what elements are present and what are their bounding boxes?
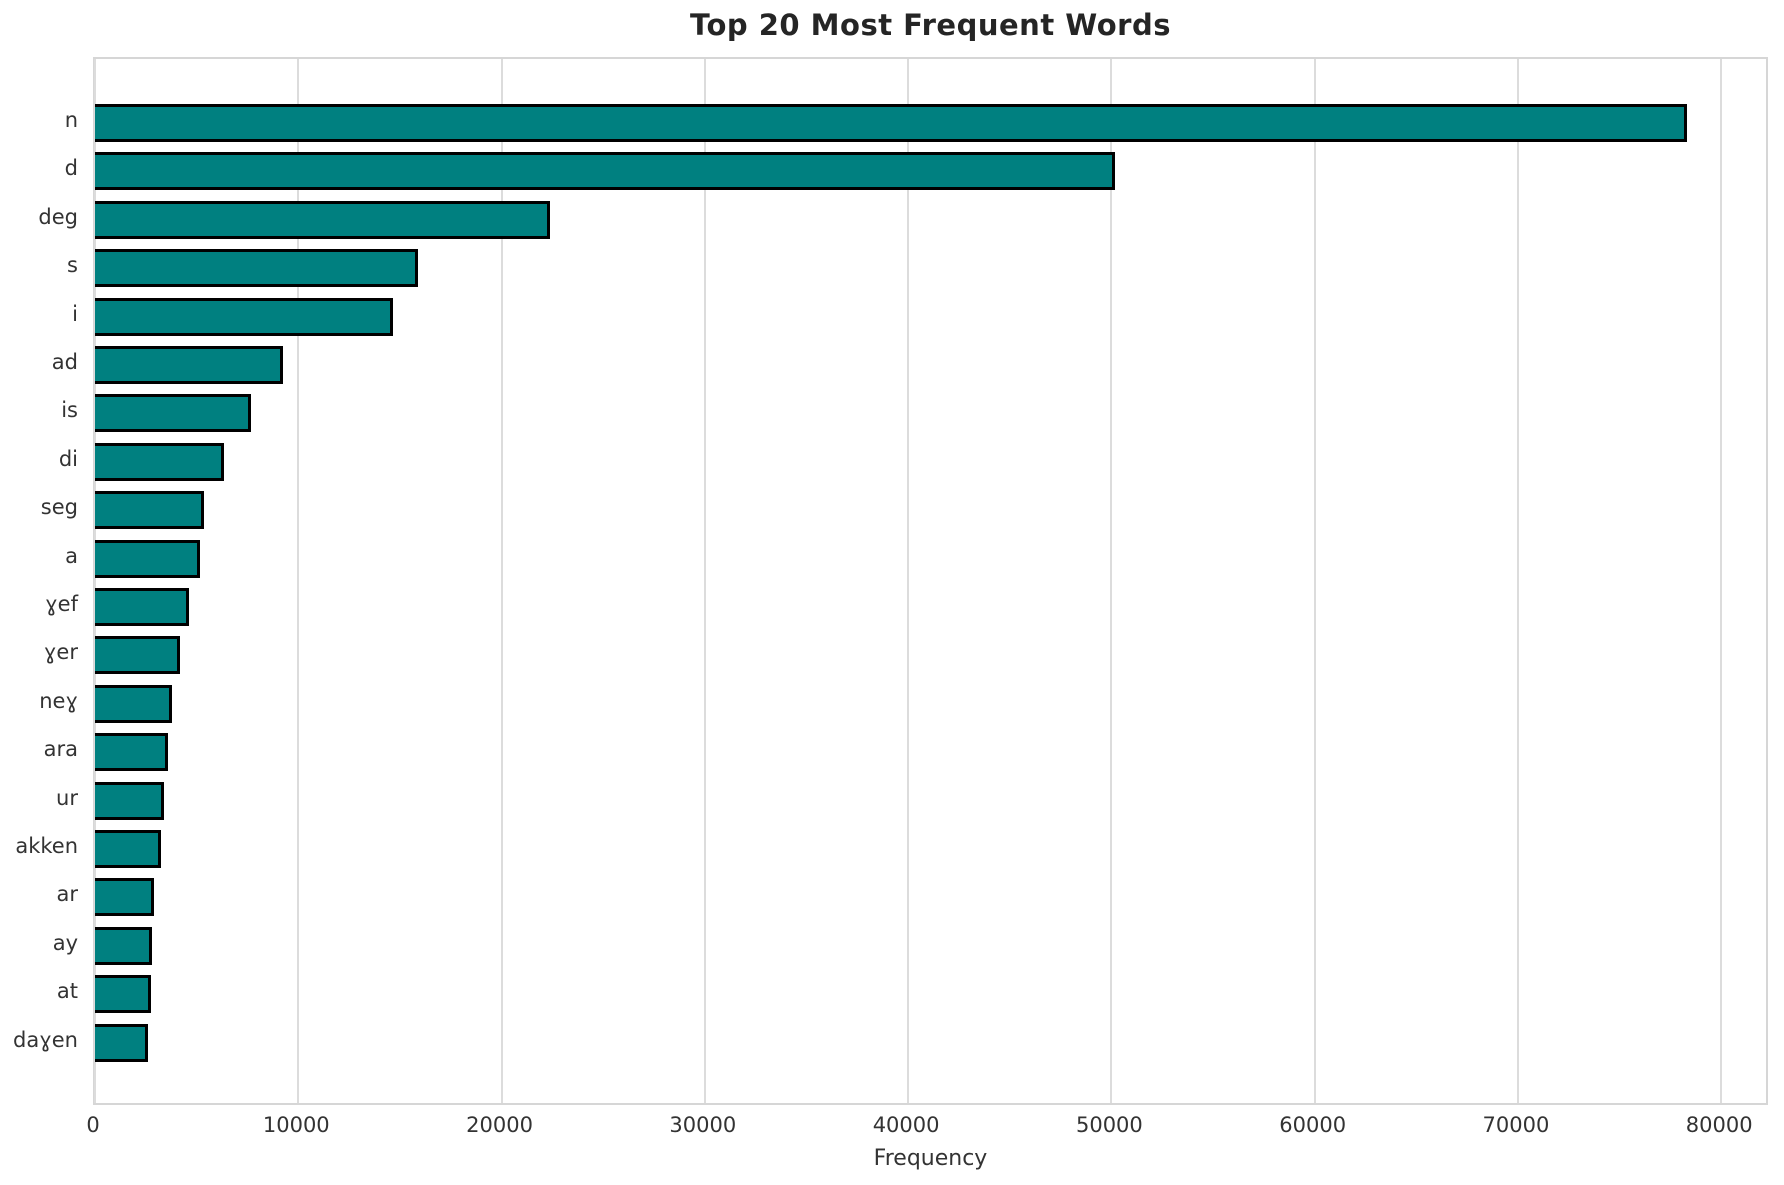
bar-i [95,297,393,336]
bar-ɣer [95,636,180,675]
gridline [1516,59,1519,1103]
x-tick-label: 50000 [1075,1113,1143,1137]
x-tick-label: 60000 [1279,1113,1347,1137]
bar-ad [95,346,284,384]
bar-is [95,394,251,433]
y-tick-label: s [67,253,78,278]
y-tick-label: ay [52,930,78,955]
gridline [297,59,300,1103]
chart-title: Top 20 Most Frequent Words [690,8,1171,42]
bar-akken [95,830,161,868]
bar-neɣ [95,684,172,723]
bar-n [95,104,1687,142]
x-tick-label: 30000 [669,1113,737,1137]
bar-a [95,539,200,578]
y-tick-label: seg [40,495,78,520]
y-tick-label: neɣ [39,688,78,713]
x-tick-label: 20000 [466,1113,533,1137]
bar-at [95,975,151,1014]
y-tick-label: daɣen [13,1027,78,1052]
gridline [500,59,503,1103]
y-tick-label: at [56,979,78,1004]
x-tick-label: 70000 [1482,1113,1550,1137]
y-tick-label: ara [43,737,78,762]
y-tick-label: n [64,108,78,132]
bar-ara [95,733,168,772]
plot-area [93,57,1768,1105]
x-tick-label: 0 [86,1113,100,1137]
gridline [94,59,96,1103]
y-tick-label: ɣer [43,640,78,665]
y-tick-label: i [72,301,78,326]
bar-ur [95,781,164,820]
gridline [1313,59,1316,1103]
x-tick-label: 10000 [262,1113,330,1137]
y-tick-label: a [65,543,78,568]
y-tick-label: ar [56,882,78,907]
y-tick-label: ad [51,350,78,374]
y-tick-label: akken [15,834,78,858]
x-tick-label: 80000 [1685,1113,1753,1137]
bar-di [95,442,225,481]
y-tick-label: d [64,156,78,181]
x-tick-label: 40000 [872,1113,940,1137]
bar-ay [95,926,152,965]
bar-s [95,249,419,288]
y-tick-label: ɣef [45,592,78,616]
bar-deg [95,200,551,239]
bar-ɣef [95,588,189,626]
gridline [907,59,910,1103]
x-axis-label: Frequency [873,1146,988,1171]
y-tick-label: deg [38,204,78,229]
y-tick-label: di [58,446,78,471]
bar-ar [95,878,154,917]
y-tick-label: is [61,398,78,423]
y-tick-label: ur [56,785,78,810]
gridline [1110,59,1113,1103]
gridline [703,59,706,1103]
bar-daɣen [95,1023,148,1062]
bar-seg [95,491,204,530]
gridline [1720,59,1723,1103]
bar-d [95,152,1116,191]
